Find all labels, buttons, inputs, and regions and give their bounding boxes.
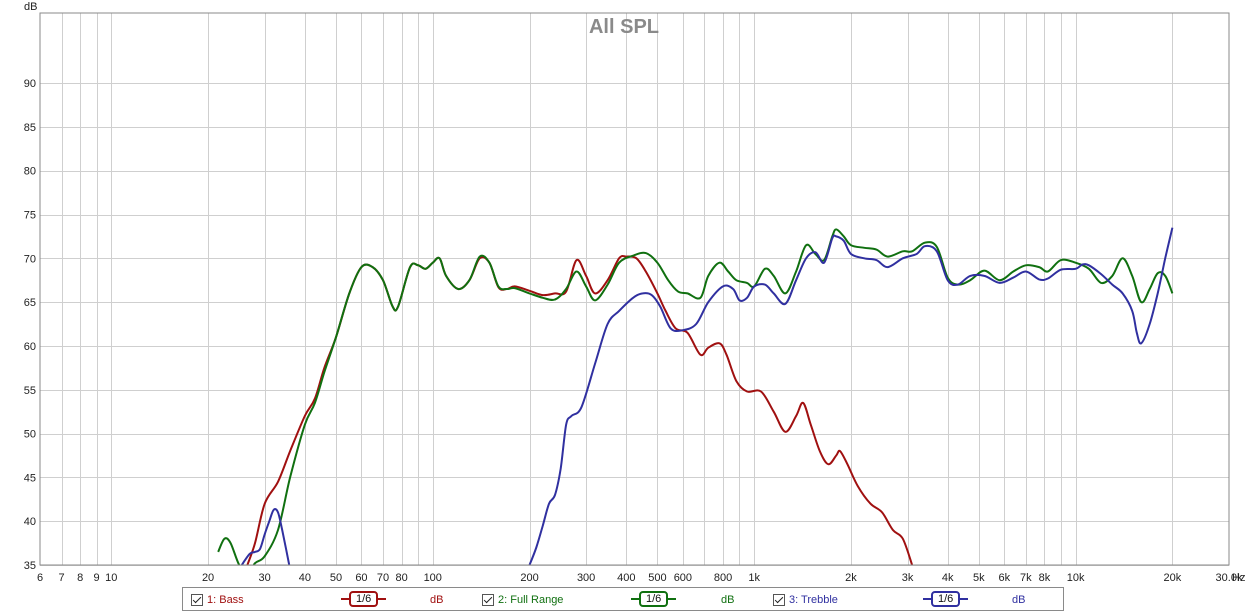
- y-tick-label: 80: [24, 166, 36, 178]
- x-tick-label: 10k: [1067, 572, 1085, 584]
- bass-label: 1: Bass: [207, 594, 244, 606]
- y-tick-label: 35: [24, 560, 36, 572]
- x-tick-label: 40: [299, 572, 311, 584]
- x-tick-label: 8k: [1039, 572, 1051, 584]
- full-range-smoothing-value: 1/6: [639, 591, 669, 607]
- y-tick-label: 65: [24, 297, 36, 309]
- x-tick-label: 500: [648, 572, 666, 584]
- x-tick-label: 60: [355, 572, 367, 584]
- legend-item-trebble[interactable]: 3: Trebble: [773, 592, 838, 608]
- legend-item-full-range[interactable]: 2: Full Range: [482, 592, 563, 608]
- x-tick-label: 30.0k: [1216, 572, 1243, 584]
- x-tick-label: 800: [714, 572, 732, 584]
- series-line: [528, 227, 1174, 565]
- x-tick-label: 300: [577, 572, 595, 584]
- x-tick-label: 600: [674, 572, 692, 584]
- legend-item-bass[interactable]: 1: Bass: [191, 592, 244, 608]
- x-tick-label: 9: [94, 572, 100, 584]
- trebble-unit: dB: [1012, 594, 1026, 606]
- x-tick-label: 5k: [973, 572, 985, 584]
- x-tick-label: 400: [617, 572, 635, 584]
- y-unit-label: dB: [24, 1, 37, 13]
- x-tick-label: 50: [330, 572, 342, 584]
- spl-chart: 35 40 45 50 55 60 65 70 75 80 85 90 6 7 8 9 10 20 30 40 50 60…: [24, 1, 1246, 584]
- full-range-checkbox[interactable]: [482, 594, 494, 606]
- x-tick-label: 100: [424, 572, 442, 584]
- series-area: [217, 227, 1174, 565]
- legend: 1: Bass 1/6 dB 2: Full Range 1/6 dB 3: T…: [182, 587, 1064, 611]
- y-tick-label: 75: [24, 210, 36, 222]
- trebble-smoothing[interactable]: 1/6: [923, 591, 969, 607]
- trebble-label: 3: Trebble: [789, 594, 838, 606]
- full-range-label: 2: Full Range: [498, 594, 564, 606]
- y-tick-label: 45: [24, 472, 36, 484]
- y-tick-label: 40: [24, 516, 36, 528]
- x-tick-label: 3k: [902, 572, 914, 584]
- chart-title: All SPL: [589, 16, 659, 38]
- bass-checkbox[interactable]: [191, 594, 203, 606]
- x-tick-label: 200: [520, 572, 538, 584]
- y-tick-label: 55: [24, 385, 36, 397]
- full-range-unit: dB: [721, 594, 735, 606]
- x-tick-label: 7: [58, 572, 64, 584]
- x-tick-label: 1k: [748, 572, 760, 584]
- x-tick-label: 6: [37, 572, 43, 584]
- x-tick-label: 8: [77, 572, 83, 584]
- bass-smoothing-value: 1/6: [349, 591, 379, 607]
- bass-smoothing[interactable]: 1/6: [341, 591, 387, 607]
- y-tick-label: 50: [24, 429, 36, 441]
- x-tick-label: 4k: [942, 572, 954, 584]
- x-tick-label: 2k: [845, 572, 857, 584]
- plot-frame: [39, 12, 1230, 566]
- y-tick-label: 60: [24, 341, 36, 353]
- trebble-checkbox[interactable]: [773, 594, 785, 606]
- y-tick-label: 70: [24, 253, 36, 265]
- grid: [40, 13, 1229, 566]
- bass-unit: dB: [430, 594, 444, 606]
- x-tick-label: 20k: [1164, 572, 1182, 584]
- series-2: [217, 228, 1174, 565]
- series-3: [240, 227, 1174, 565]
- trebble-smoothing-value: 1/6: [931, 591, 961, 607]
- x-tick-label: 6k: [999, 572, 1011, 584]
- x-tick-label: 7k: [1020, 572, 1032, 584]
- x-tick-label: 10: [105, 572, 117, 584]
- x-tick-label: 30: [259, 572, 271, 584]
- x-tick-label: 70: [377, 572, 389, 584]
- x-tick-label: 20: [202, 572, 214, 584]
- x-unit-label: Hz: [1232, 572, 1245, 584]
- series-line: [240, 508, 291, 565]
- y-tick-label: 90: [24, 78, 36, 90]
- tick-labels: 35 40 45 50 55 60 65 70 75 80 85 90 6 7 8 9 10 20 30 40 50 60…: [24, 78, 1243, 584]
- series-line: [217, 228, 1174, 565]
- y-tick-label: 85: [24, 122, 36, 134]
- full-range-smoothing[interactable]: 1/6: [631, 591, 677, 607]
- x-tick-label: 80: [395, 572, 407, 584]
